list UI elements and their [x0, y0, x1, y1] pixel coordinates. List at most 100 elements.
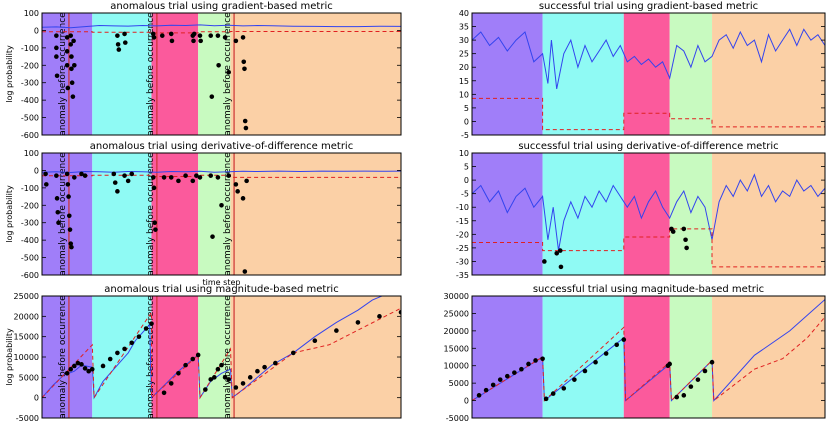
- anomalous-point: [540, 356, 545, 362]
- anomalous-point: [233, 385, 239, 390]
- y-tick-label: 15: [459, 77, 469, 86]
- anomalous-point: [89, 366, 95, 372]
- threshold-line: [472, 228, 825, 268]
- anomalous-point: [526, 361, 531, 367]
- anomalous-point: [161, 175, 167, 180]
- anomalous-point: [150, 31, 156, 37]
- anomalous-point: [43, 171, 48, 177]
- anomalous-point: [115, 33, 120, 38]
- anomalous-point: [197, 33, 203, 38]
- y-tick-label: -300: [21, 79, 39, 88]
- chart-title: anomalous trial using derivative-of-diff…: [90, 141, 353, 152]
- y-tick-label: -5: [461, 131, 469, 140]
- anomalous-point: [208, 173, 214, 178]
- phase-band-4: [198, 13, 231, 135]
- anomalous-point: [210, 234, 215, 239]
- anomalous-point: [72, 363, 77, 369]
- anomalous-point: [197, 175, 203, 180]
- y-tick-label: 25: [459, 50, 469, 59]
- y-tick-label: 25000: [14, 292, 39, 301]
- anomalous-point: [122, 346, 127, 352]
- anomalous-point: [54, 173, 59, 178]
- anomalous-point: [244, 178, 249, 184]
- anomalous-point: [112, 180, 118, 185]
- anomalous-point: [670, 229, 676, 234]
- anomalous-point: [54, 45, 59, 51]
- anomalous-point: [194, 173, 199, 178]
- y-tick-label: -400: [21, 96, 39, 105]
- y-tick-label: 15000: [444, 344, 469, 353]
- phase-label: anomaly before occurrence: [146, 152, 156, 276]
- anomalous-point: [240, 35, 246, 40]
- y-tick-label: -600: [21, 131, 39, 140]
- anomalous-point: [64, 62, 70, 68]
- anomalous-point: [709, 359, 715, 365]
- plot-frame: [471, 12, 826, 136]
- anomalous-point: [54, 73, 60, 79]
- anomalous-point: [75, 360, 81, 366]
- anomalous-point: [681, 226, 687, 232]
- anomalous-point: [66, 213, 72, 219]
- y-tick-label: 20000: [444, 327, 469, 336]
- anomalous-point: [226, 173, 231, 178]
- anomalous-point: [241, 59, 247, 65]
- anomalous-point: [183, 362, 188, 368]
- anomalous-point: [542, 259, 547, 264]
- phase-band-1: [42, 296, 93, 418]
- phase-band-3: [623, 296, 670, 418]
- anomalous-point: [219, 362, 224, 368]
- series-line: [42, 170, 401, 174]
- anomalous-point: [233, 38, 239, 44]
- anomalous-point: [168, 381, 174, 386]
- y-tick-label: -600: [21, 271, 39, 280]
- phase-band-1: [42, 13, 93, 135]
- y-tick-label: -25: [456, 244, 469, 253]
- anomalous-point: [621, 337, 627, 342]
- phase-band-2: [542, 296, 624, 418]
- y-tick-label: 0: [34, 166, 39, 175]
- anomalous-point: [242, 66, 247, 72]
- anomalous-point: [226, 377, 231, 382]
- chart-title: successful trial using gradient-based me…: [539, 1, 758, 12]
- anomalous-point: [115, 42, 121, 47]
- anomalous-point: [226, 69, 231, 75]
- y-tick-label: -5000: [446, 414, 469, 423]
- anomalous-point: [222, 375, 228, 380]
- plot-area: [472, 296, 825, 418]
- plot-area: [472, 153, 825, 275]
- chart-panel-1: anomaly before occurrence anomaly before …: [5, 1, 402, 140]
- threshold-line: [472, 97, 825, 131]
- anomalous-point: [69, 54, 74, 59]
- phase-band-3: [151, 13, 199, 135]
- anomalous-point: [667, 361, 672, 367]
- y-tick-label: 10: [459, 149, 469, 158]
- anomalous-point: [483, 387, 489, 393]
- phase-label: anomaly before occurrence: [146, 12, 156, 136]
- anomalous-point: [72, 175, 77, 180]
- anomalous-point: [674, 394, 680, 400]
- anomalous-point: [65, 182, 71, 187]
- anomalous-point: [215, 33, 221, 38]
- y-tick-label: 5000: [19, 373, 39, 382]
- x-axis-label: time step: [203, 278, 241, 287]
- y-tick-label: 0: [34, 26, 39, 35]
- anomalous-point: [68, 241, 74, 246]
- anomalous-point: [100, 363, 106, 369]
- y-tick-label: 10: [459, 90, 469, 99]
- anomalous-point: [64, 370, 70, 376]
- phase-band-4: [669, 296, 713, 418]
- phase-band-5: [712, 153, 825, 275]
- anomalous-point: [312, 338, 318, 344]
- anomalous-point: [176, 370, 181, 376]
- threshold-line: [42, 31, 401, 34]
- anomalous-point: [190, 356, 196, 362]
- anomalous-point: [240, 196, 246, 201]
- anomalous-point: [67, 227, 73, 232]
- phase-label: anomaly before occurrence: [58, 152, 68, 276]
- anomalous-point: [159, 33, 165, 38]
- anomalous-point: [64, 49, 70, 54]
- anomalous-point: [603, 351, 609, 356]
- anomalous-point: [69, 80, 75, 86]
- plot-area: [472, 13, 825, 135]
